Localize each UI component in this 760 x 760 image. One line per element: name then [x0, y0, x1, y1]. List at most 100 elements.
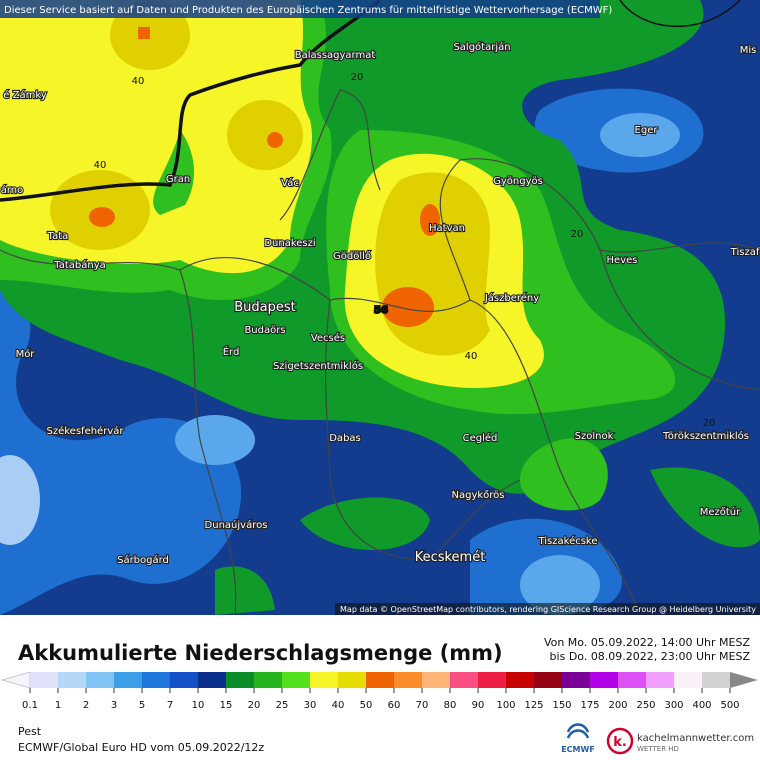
place-label: Székesfehérvár [47, 425, 125, 437]
place-label: Gödöllő [333, 250, 371, 262]
country-border [0, 0, 382, 202]
colorbar-cell [450, 672, 478, 688]
orange-area [138, 27, 150, 39]
place-label: Tiszaf [730, 247, 760, 258]
county-borders [0, 89, 760, 616]
ecmwf-icon [566, 723, 590, 739]
colorbar-cell [338, 672, 366, 688]
colorbar-label: 70 [416, 700, 429, 711]
colorbar-cell [562, 672, 590, 688]
colorbar-cell [646, 672, 674, 688]
colorbar-cell [30, 672, 58, 688]
place-label: Salgótarján [453, 41, 510, 53]
colorbar-cell [282, 672, 310, 688]
colorbar-label: 500 [720, 700, 739, 711]
contour-label: 20 [571, 229, 584, 240]
light-blue-area [520, 555, 600, 615]
place-label: Dabas [329, 433, 361, 444]
colorbar-cell [310, 672, 338, 688]
colorbar-label: 150 [552, 700, 571, 711]
place-label: Tatabánya [53, 259, 106, 271]
period-from: Von Mo. 05.09.2022, 14:00 Uhr MESZ [544, 636, 751, 649]
colorbar-label: 20 [248, 700, 261, 711]
contour-label: 40 [94, 160, 107, 171]
footer: Pest ECMWF/Global Euro HD vom 05.09.2022… [18, 723, 754, 755]
colorbar-label: 125 [524, 700, 543, 711]
blue-area [0, 290, 242, 615]
attribution-bar [335, 603, 760, 615]
colorbar-label: 1 [55, 700, 61, 711]
colorbar-cell [254, 672, 282, 688]
legend: Akkumulierte Niederschlagsmenge (mm) Von… [1, 636, 758, 711]
contour-label: 40 [465, 351, 478, 362]
place-label: Mis [740, 45, 757, 56]
colorbar-label: 50 [360, 700, 373, 711]
legend-title: Akkumulierte Niederschlagsmenge (mm) [18, 641, 503, 665]
contour-label: 56 [374, 305, 388, 316]
place-label: Nagykőrös [451, 489, 504, 501]
orange-area [267, 132, 283, 148]
place-label: Dunakeszi [264, 238, 315, 249]
colorbar-cell [86, 672, 114, 688]
colorbar-label: 40 [332, 700, 345, 711]
colorbar-label: 250 [636, 700, 655, 711]
colorbar-label: 200 [608, 700, 627, 711]
colorbar-label: 2 [83, 700, 89, 711]
dark-yellow-area [375, 172, 490, 356]
colorbar-label: 0.1 [22, 700, 38, 711]
colorbar-label: 60 [388, 700, 401, 711]
kachelmann-icon [606, 727, 634, 755]
colorbar-arrow [1, 671, 31, 689]
colorbar-label: 10 [192, 700, 205, 711]
kachelmann-icon-letter: k. [613, 735, 627, 750]
place-label: Mezőtúr [700, 506, 741, 518]
contour-label: 40 [132, 76, 145, 87]
place-label: Sárbogárd [117, 554, 169, 566]
place-label: Vác [281, 177, 299, 189]
colorbar-cell [114, 672, 142, 688]
colorbar-cell [422, 672, 450, 688]
colorbar-cell [534, 672, 562, 688]
place-label: Mór [16, 348, 36, 360]
place-label: Dunaújváros [205, 519, 268, 531]
place-label: Tiszakécske [537, 535, 597, 547]
region: Pest [18, 725, 42, 738]
place-label: Szolnok [575, 431, 614, 442]
colorbar-label: 175 [580, 700, 599, 711]
colorbar-cell [226, 672, 254, 688]
period-to: bis Do. 08.09.2022, 23:00 Uhr MESZ [550, 650, 751, 663]
colorbar-cell [618, 672, 646, 688]
colorbar-label: 5 [139, 700, 145, 711]
place-label: Cegléd [463, 432, 498, 444]
place-label: Tata [47, 231, 69, 242]
green-area [520, 438, 608, 511]
attribution: Map data © OpenStreetMap contributors, r… [340, 605, 756, 614]
orange-area [420, 204, 440, 236]
place-label: Heves [607, 255, 638, 266]
colorbar-cell [674, 672, 702, 688]
colorbar-cell [478, 672, 506, 688]
colorbar: 0.1 1 2 3 5 7 10 15 20 25 30 40 50 60 70 80 90 100 125 150 1… [22, 672, 740, 711]
colorbar-cell [506, 672, 534, 688]
place-label: Eger [635, 125, 659, 136]
contour-label: 20 [351, 72, 364, 83]
place-label: Szigetszentmiklós [273, 360, 363, 372]
place-label: Balassagyarmat [295, 50, 376, 61]
colorbar-cell [366, 672, 394, 688]
colorbar-label: 7 [167, 700, 173, 711]
place-labels: Mis Balassagyarmat Salgótarján é Zámky Eger G… [0, 40, 760, 567]
contour-labels: 40 20 40 20 56 40 20 [94, 72, 716, 429]
colorbar-label: 25 [276, 700, 289, 711]
place-label: Gran [166, 174, 190, 185]
place-label: Budaörs [244, 325, 285, 336]
colorbar-cell [702, 672, 730, 688]
place-label: Törökszentmiklós [662, 430, 749, 442]
colorbar-label: 400 [692, 700, 711, 711]
place-label: árno [1, 184, 24, 196]
light-blue-area [175, 415, 255, 465]
notice: Dieser Service basiert auf Daten und Pro… [4, 5, 612, 16]
model: ECMWF/Global Euro HD vom 05.09.2022/12z [18, 741, 264, 754]
colorbar-label: 100 [496, 700, 515, 711]
orange-area [382, 287, 434, 327]
